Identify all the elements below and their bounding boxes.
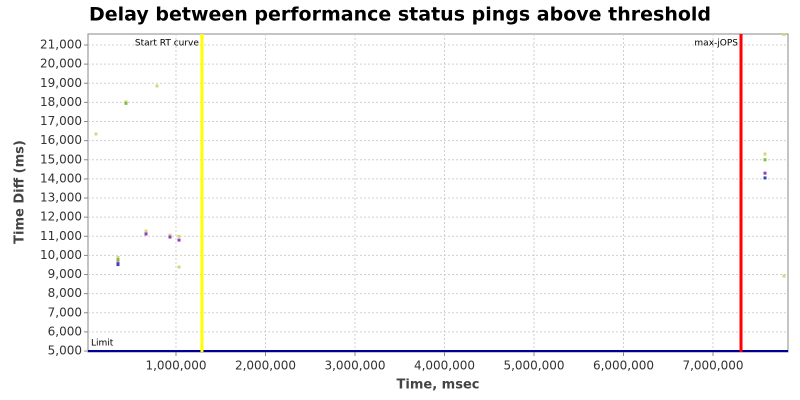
y-tick-label: 13,000 bbox=[40, 191, 82, 205]
scatter-point bbox=[763, 152, 767, 156]
x-tick-label: 5,000,000 bbox=[503, 359, 564, 373]
scatter-point bbox=[155, 84, 159, 88]
y-tick-label: 11,000 bbox=[40, 229, 82, 243]
scatter-point bbox=[168, 235, 172, 239]
y-tick-label: 5,000 bbox=[48, 344, 82, 358]
scatter-point bbox=[116, 263, 120, 267]
x-tick-label: 4,000,000 bbox=[414, 359, 475, 373]
y-tick-label: 20,000 bbox=[40, 57, 82, 71]
scatter-point bbox=[168, 233, 172, 237]
y-tick-label: 9,000 bbox=[48, 267, 82, 281]
scatter-point bbox=[116, 255, 120, 259]
y-tick-label: 16,000 bbox=[40, 133, 82, 147]
scatter-point bbox=[116, 261, 120, 265]
scatter-point bbox=[116, 258, 120, 262]
x-tick-label: 3,000,000 bbox=[324, 359, 385, 373]
y-tick-label: 18,000 bbox=[40, 95, 82, 109]
y-tick-label: 10,000 bbox=[40, 248, 82, 262]
y-axis-title: Time Diff (ms) bbox=[13, 140, 28, 244]
y-tick-label: 12,000 bbox=[40, 210, 82, 224]
x-tick-label: 2,000,000 bbox=[235, 359, 296, 373]
scatter-point bbox=[763, 158, 767, 162]
scatter-point bbox=[763, 176, 767, 180]
scatter-point bbox=[782, 274, 786, 278]
scatter-point bbox=[144, 232, 148, 236]
x-tick-label: 7,000,000 bbox=[682, 359, 743, 373]
y-tick-label: 14,000 bbox=[40, 171, 82, 185]
plot-area bbox=[87, 33, 789, 353]
y-tick-label: 19,000 bbox=[40, 76, 82, 90]
x-tick-label: 6,000,000 bbox=[593, 359, 654, 373]
y-tick-label: 7,000 bbox=[48, 305, 82, 319]
scatter-point bbox=[94, 132, 98, 136]
scatter-point bbox=[763, 171, 767, 175]
y-tick-label: 8,000 bbox=[48, 286, 82, 300]
scatter-point bbox=[177, 265, 181, 269]
x-axis-title: Time, msec bbox=[397, 378, 480, 393]
scatter-point bbox=[782, 32, 786, 36]
chart-title: Delay between performance status pings a… bbox=[89, 4, 711, 26]
x-tick-label: 1,000,000 bbox=[145, 359, 206, 373]
scatter-point bbox=[124, 101, 128, 105]
limit-label: Limit bbox=[91, 339, 114, 349]
scatter-point bbox=[177, 234, 181, 238]
y-tick-label: 17,000 bbox=[40, 114, 82, 128]
scatter-point bbox=[177, 238, 181, 242]
marker-label: Start RT curve bbox=[135, 39, 199, 49]
y-tick-label: 15,000 bbox=[40, 152, 82, 166]
marker-label: max-jOPS bbox=[694, 39, 738, 49]
scatter-point bbox=[144, 229, 148, 233]
y-tick-label: 6,000 bbox=[48, 324, 82, 338]
y-tick-label: 21,000 bbox=[40, 37, 82, 51]
